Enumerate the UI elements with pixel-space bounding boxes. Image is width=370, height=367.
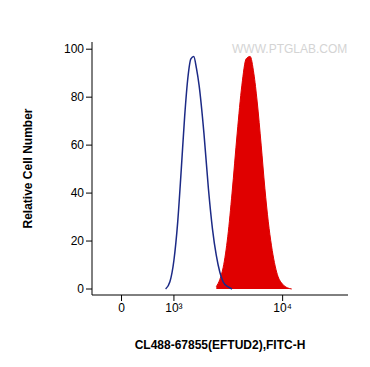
svg-text:100: 100: [64, 42, 84, 56]
svg-text:10³: 10³: [165, 301, 182, 315]
svg-text:CL488-67855(EFTUD2),FITC-H: CL488-67855(EFTUD2),FITC-H: [135, 338, 306, 352]
svg-text:20: 20: [71, 234, 85, 248]
svg-text:60: 60: [71, 138, 85, 152]
svg-text:0: 0: [118, 301, 125, 315]
svg-text:10⁴: 10⁴: [273, 301, 292, 315]
svg-text:80: 80: [71, 90, 85, 104]
svg-text:0: 0: [77, 282, 84, 296]
html-text:WWW.PTGLAB.COM: WWW.PTGLAB.COM: [232, 42, 348, 56]
svg-text:40: 40: [71, 186, 85, 200]
svg-text:Relative Cell Number: Relative Cell Number: [21, 108, 35, 228]
